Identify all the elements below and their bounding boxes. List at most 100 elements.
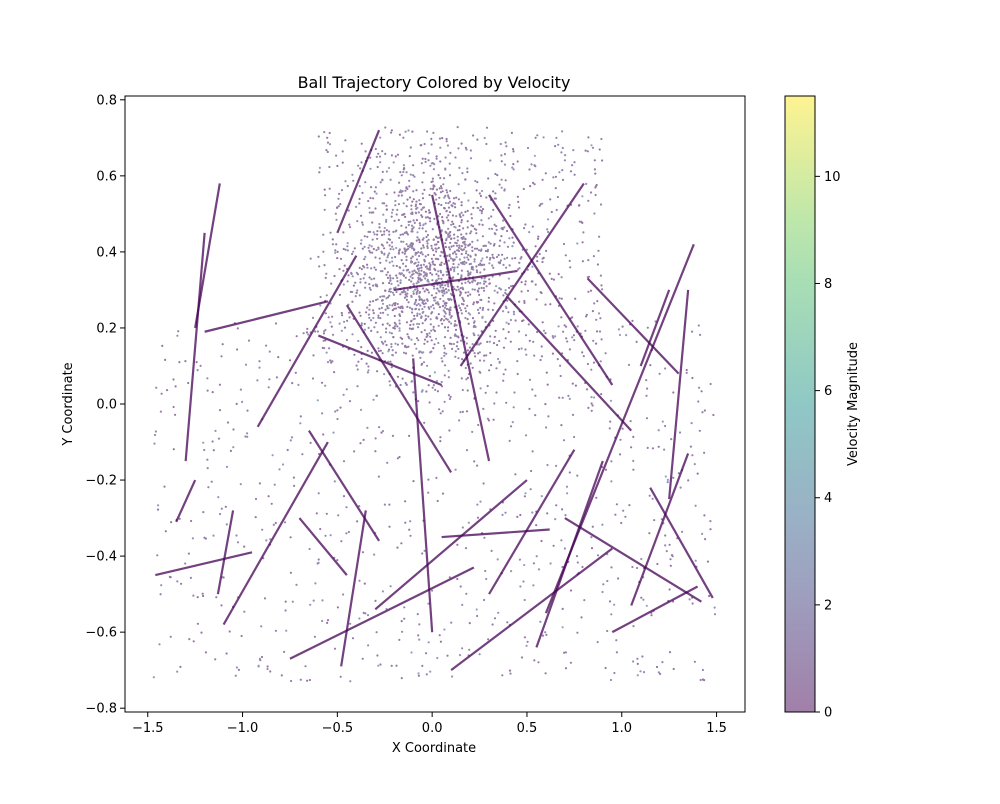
scatter-point: [439, 212, 442, 216]
scatter-point: [389, 360, 392, 363]
scatter-point: [438, 196, 441, 199]
trajectory-segment: [488, 449, 576, 595]
scatter-point: [176, 670, 179, 673]
scatter-point: [383, 247, 386, 250]
scatter-point: [439, 286, 442, 289]
scatter-point: [619, 438, 622, 441]
scatter-point: [445, 137, 448, 141]
scatter-point: [487, 308, 490, 311]
scatter-point: [304, 665, 307, 668]
scatter-point: [387, 350, 390, 353]
scatter-point: [503, 163, 507, 166]
scatter-point: [379, 136, 382, 139]
scatter-point: [214, 429, 217, 432]
scatter-point: [713, 606, 716, 609]
scatter-point: [534, 136, 537, 139]
scatter-point: [432, 185, 435, 188]
scatter-point: [492, 342, 496, 345]
scatter-point: [664, 544, 667, 547]
scatter-point: [465, 449, 469, 452]
scatter-point: [517, 348, 521, 351]
scatter-point: [545, 249, 548, 252]
scatter-point: [468, 281, 471, 284]
scatter-point: [458, 654, 462, 657]
scatter-point: [329, 231, 332, 234]
scatter-point: [306, 679, 309, 682]
scatter-point: [642, 598, 645, 601]
scatter-point: [404, 265, 407, 268]
scatter-point: [437, 274, 440, 277]
scatter-point: [475, 189, 478, 192]
scatter-point: [363, 235, 366, 238]
scatter-point: [411, 247, 414, 250]
scatter-point: [509, 214, 512, 218]
scatter-point: [455, 256, 458, 259]
scatter-point: [576, 474, 579, 477]
scatter-point: [496, 255, 499, 259]
scatter-point: [406, 198, 409, 201]
scatter-point: [346, 319, 349, 322]
scatter-point: [568, 259, 571, 262]
scatter-point: [479, 282, 482, 285]
x-tick-label: 0.5: [517, 721, 538, 736]
scatter-point: [448, 320, 451, 323]
scatter-point: [428, 401, 431, 404]
scatter-point: [454, 320, 457, 323]
scatter-point: [488, 278, 491, 281]
scatter-point: [286, 448, 289, 452]
scatter-point: [435, 317, 438, 320]
scatter-point: [225, 652, 228, 655]
scatter-point: [464, 291, 467, 294]
scatter-point: [526, 640, 529, 644]
scatter-point: [380, 233, 384, 237]
scatter-point: [534, 283, 537, 286]
scatter-point: [359, 214, 363, 217]
scatter-point: [460, 245, 463, 248]
scatter-point: [460, 269, 463, 272]
scatter-point: [187, 381, 190, 385]
scatter-point: [322, 250, 325, 253]
scatter-point: [206, 458, 209, 461]
scatter-point: [244, 435, 247, 438]
scatter-point: [614, 513, 617, 516]
scatter-point: [627, 363, 631, 366]
scatter-point: [368, 286, 371, 289]
scatter-point: [595, 496, 598, 499]
scatter-point: [466, 349, 469, 352]
scatter-point: [356, 289, 359, 292]
scatter-point: [395, 274, 398, 277]
scatter-point: [656, 562, 659, 566]
scatter-point: [386, 256, 389, 259]
scatter-point: [526, 268, 529, 271]
scatter-point: [494, 197, 497, 200]
scatter-point: [243, 610, 246, 613]
scatter-point: [424, 222, 427, 225]
scatter-point: [477, 207, 480, 210]
scatter-point: [390, 211, 394, 214]
scatter-point: [422, 244, 425, 247]
scatter-point: [449, 292, 452, 295]
scatter-point: [438, 187, 441, 190]
scatter-point: [357, 164, 360, 167]
scatter-point: [394, 307, 398, 310]
scatter-point: [401, 305, 404, 308]
scatter-point: [342, 393, 345, 396]
scatter-point: [156, 554, 159, 557]
scatter-point: [412, 290, 415, 293]
scatter-point: [485, 196, 488, 199]
scatter-point: [477, 287, 481, 290]
scatter-point: [329, 321, 332, 324]
scatter-point: [470, 266, 473, 269]
scatter-point: [585, 315, 588, 318]
scatter-point: [417, 211, 420, 214]
scatter-point: [442, 300, 445, 303]
scatter-point: [323, 264, 326, 267]
scatter-point: [636, 674, 639, 677]
scatter-point: [691, 330, 694, 333]
scatter-point: [364, 286, 367, 289]
scatter-point: [359, 278, 362, 281]
scatter-point: [381, 352, 384, 355]
scatter-point: [590, 144, 593, 147]
scatter-point: [333, 274, 336, 278]
scatter-point: [491, 308, 494, 312]
